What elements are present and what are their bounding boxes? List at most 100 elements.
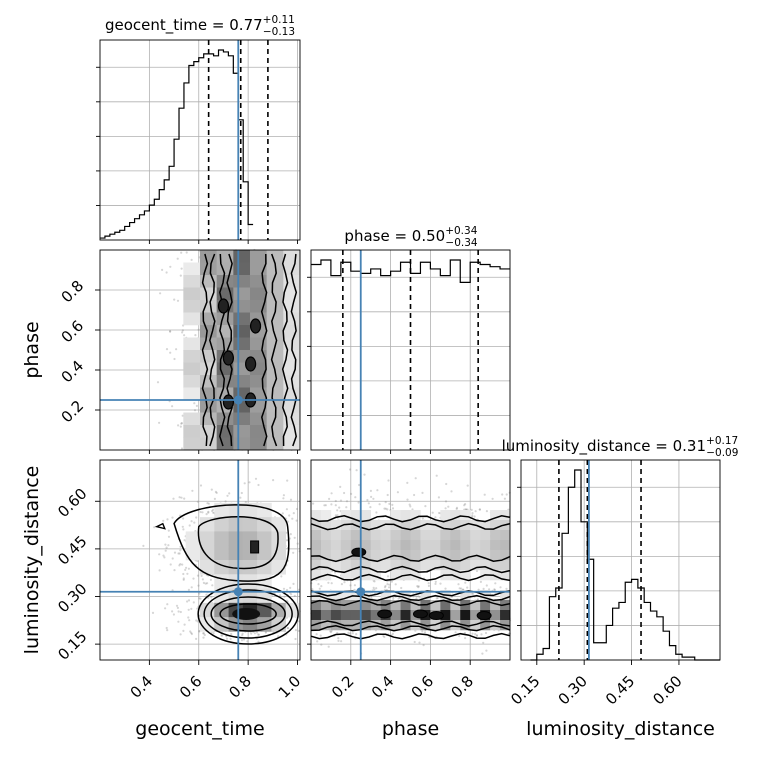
density-cell xyxy=(311,530,322,541)
sample-point xyxy=(161,268,164,271)
sample-point xyxy=(483,493,486,496)
x-tick-label: 0.45 xyxy=(602,672,638,708)
sample-point xyxy=(427,584,430,588)
density-cell xyxy=(320,560,332,571)
sample-point xyxy=(173,551,177,554)
histogram-panel-luminosity_distance xyxy=(520,459,721,661)
sample-point xyxy=(190,607,193,611)
x-tick-label: 0.8 xyxy=(225,672,255,702)
density-cell xyxy=(214,617,229,632)
density-cells xyxy=(183,250,301,451)
sample-point xyxy=(388,586,391,589)
contour-line xyxy=(260,253,268,447)
x-tick-label: 0.60 xyxy=(649,672,685,708)
sample-point xyxy=(471,511,474,515)
density-cell xyxy=(430,530,441,541)
density-cell xyxy=(450,550,461,561)
density-cell xyxy=(183,275,201,288)
density-cell xyxy=(500,560,511,571)
sample-point xyxy=(349,468,352,471)
sample-point xyxy=(434,582,437,586)
density-cell xyxy=(283,437,301,451)
sample-point xyxy=(349,584,352,587)
sample-point xyxy=(181,331,184,334)
sample-point xyxy=(339,499,343,502)
sample-point xyxy=(464,637,467,640)
sample-point xyxy=(240,491,243,495)
sample-point xyxy=(248,481,251,484)
sample-point xyxy=(505,493,508,496)
density-cell xyxy=(400,510,411,521)
y-tick-label: 0.60 xyxy=(54,485,90,521)
density-cell xyxy=(360,620,371,631)
sample-point xyxy=(190,632,193,636)
sample-point xyxy=(383,507,386,510)
sample-point xyxy=(156,381,160,384)
x-axis-label: geocent_time xyxy=(135,718,264,740)
sample-point xyxy=(470,592,473,595)
sample-point xyxy=(471,632,474,635)
sample-point xyxy=(382,634,385,638)
sample-point xyxy=(503,497,506,500)
density-cell xyxy=(450,510,461,521)
density-cell xyxy=(400,600,411,611)
density-cell xyxy=(470,560,481,571)
sample-point xyxy=(294,629,297,632)
sample-point xyxy=(194,334,197,337)
sample-point xyxy=(177,424,180,427)
sample-point xyxy=(464,508,467,511)
sample-point xyxy=(422,644,425,647)
density-cell xyxy=(266,425,284,438)
sample-point xyxy=(417,595,420,598)
density-cell xyxy=(370,550,381,561)
density-cell xyxy=(410,600,421,611)
density-cell xyxy=(250,250,267,263)
sample-point xyxy=(179,633,182,636)
sample-point xyxy=(225,637,229,640)
density-cell xyxy=(266,275,284,288)
density-cell xyxy=(370,530,381,541)
sample-point xyxy=(481,652,484,655)
contour-island xyxy=(222,350,234,366)
sample-point xyxy=(277,635,280,638)
sample-point xyxy=(501,493,504,496)
histogram-step xyxy=(100,49,254,239)
sample-point xyxy=(386,493,389,497)
sample-point xyxy=(179,610,182,614)
truth-marker xyxy=(356,587,366,597)
contour-line xyxy=(310,632,511,640)
sample-point xyxy=(505,587,508,590)
sample-point xyxy=(329,630,332,633)
density-cell xyxy=(340,610,352,621)
histogram-step xyxy=(530,469,720,661)
density-cell xyxy=(214,531,229,547)
sample-point xyxy=(350,492,353,495)
sample-point xyxy=(169,351,172,354)
sample-point xyxy=(471,514,474,517)
density-cell xyxy=(250,375,267,388)
x-tick-label: 0.30 xyxy=(555,672,591,708)
sample-point xyxy=(206,582,209,585)
sample-point xyxy=(499,586,502,589)
sample-point xyxy=(187,608,190,611)
sample-point xyxy=(330,582,333,585)
density-cell xyxy=(390,570,401,581)
density-cell xyxy=(257,560,272,575)
x-tick-label: 0.15 xyxy=(507,672,543,708)
truth-marker xyxy=(233,587,243,597)
density-cell xyxy=(370,560,381,571)
sample-point xyxy=(295,519,298,522)
sample-point xyxy=(221,634,224,637)
sample-point xyxy=(334,504,337,507)
density-cell xyxy=(380,550,391,561)
sample-point xyxy=(182,577,185,580)
sample-point xyxy=(177,620,180,623)
sample-point xyxy=(254,477,258,480)
density-cell xyxy=(500,510,511,521)
density-cell xyxy=(490,530,501,541)
sample-point xyxy=(167,529,170,532)
sample-point xyxy=(272,479,275,482)
sample-point xyxy=(202,636,205,639)
sample-point xyxy=(153,526,156,529)
density-cell xyxy=(183,312,201,326)
